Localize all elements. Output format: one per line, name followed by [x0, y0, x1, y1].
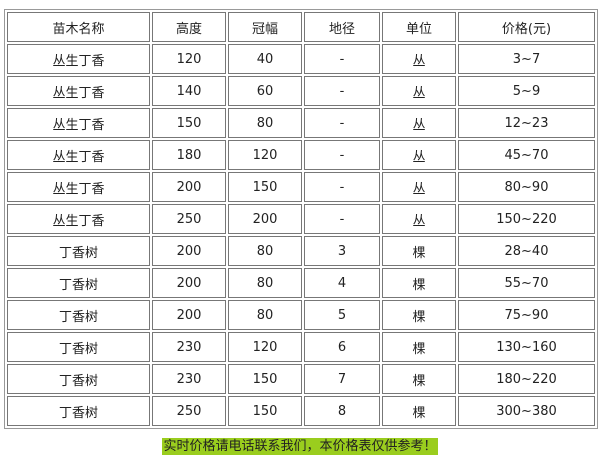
table-cell: 丛 — [382, 204, 456, 234]
table-cell: 丛 — [382, 108, 456, 138]
table-cell: 棵 — [382, 332, 456, 362]
table-cell: 冠幅 — [228, 12, 302, 42]
table-cell: 150~220 — [458, 204, 595, 234]
table-cell: 230 — [152, 332, 226, 362]
table-cell: 200 — [152, 268, 226, 298]
table-cell: 7 — [304, 364, 380, 394]
table-cell: 6 — [304, 332, 380, 362]
table-cell: 棵 — [382, 268, 456, 298]
table-cell: 丛生丁香 — [7, 108, 150, 138]
price-note-text: 实时价格请电话联系我们，本价格表仅供参考！ — [162, 438, 438, 455]
table-cell: 150 — [228, 172, 302, 202]
table-cell: 8 — [304, 396, 380, 426]
table-cell: 75~90 — [458, 300, 595, 330]
table-cell: 28~40 — [458, 236, 595, 266]
table-cell: - — [304, 108, 380, 138]
table-cell: 200 — [152, 300, 226, 330]
table-cell: - — [304, 172, 380, 202]
table-cell: 3 — [304, 236, 380, 266]
table-cell: 80 — [228, 108, 302, 138]
table-cell: 棵 — [382, 364, 456, 394]
table-row: 丛生丁香 250 200- 丛 150~220 — [7, 204, 595, 234]
table-cell: 丛 — [382, 140, 456, 170]
table-row: 丛生丁香 200 150- 丛 80~90 — [7, 172, 595, 202]
table-cell: 150 — [228, 396, 302, 426]
table-cell: 价格(元) — [458, 12, 595, 42]
table-cell: 丛生丁香 — [7, 76, 150, 106]
table-cell: 200 — [152, 236, 226, 266]
table-cell: 丁香树 — [7, 300, 150, 330]
table-cell: 棵 — [382, 396, 456, 426]
table-cell: - — [304, 140, 380, 170]
table-cell: 120 — [152, 44, 226, 74]
table-cell: 丛 — [382, 76, 456, 106]
table-cell: 200 — [152, 172, 226, 202]
table-row: 丁香树 200 80 5 棵 75~90 — [7, 300, 595, 330]
price-table: 苗木名称 高度 冠幅 地径 单位 价格(元) 丛生丁香 120 40- 丛 3~7 丛生丁香 140 60… — [5, 10, 597, 428]
table-cell: 230 — [152, 364, 226, 394]
table-row: 丁香树 250 150 8 棵 300~380 — [7, 396, 595, 426]
table-cell: 地径 — [304, 12, 380, 42]
table-cell: 45~70 — [458, 140, 595, 170]
table-cell: 5~9 — [458, 76, 595, 106]
price-note: 实时价格请电话联系我们，本价格表仅供参考！ — [0, 435, 600, 455]
table-cell: 丛 — [382, 172, 456, 202]
table-cell: 4 — [304, 268, 380, 298]
table-cell: 高度 — [152, 12, 226, 42]
table-cell: 60 — [228, 76, 302, 106]
table-cell: 180 — [152, 140, 226, 170]
table-cell: 丁香树 — [7, 332, 150, 362]
table-cell: 250 — [152, 396, 226, 426]
table-cell: 150 — [152, 108, 226, 138]
table-cell: 棵 — [382, 236, 456, 266]
table-cell: 3~7 — [458, 44, 595, 74]
table-cell: 40 — [228, 44, 302, 74]
table-cell: 丁香树 — [7, 236, 150, 266]
table-row: 丁香树 200 80 3 棵 28~40 — [7, 236, 595, 266]
table-cell: 300~380 — [458, 396, 595, 426]
table-cell: 180~220 — [458, 364, 595, 394]
table-cell: 5 — [304, 300, 380, 330]
table-cell: 棵 — [382, 300, 456, 330]
table-cell: 130~160 — [458, 332, 595, 362]
table-cell: 丛生丁香 — [7, 204, 150, 234]
table-cell: 120 — [228, 332, 302, 362]
table-row: 丛生丁香 120 40- 丛 3~7 — [7, 44, 595, 74]
table-cell: 250 — [152, 204, 226, 234]
table-cell: 丁香树 — [7, 396, 150, 426]
table-cell: 120 — [228, 140, 302, 170]
table-cell: 丛生丁香 — [7, 44, 150, 74]
table-cell: 150 — [228, 364, 302, 394]
table-row: 丁香树 230 150 7 棵 180~220 — [7, 364, 595, 394]
table-cell: 丛生丁香 — [7, 172, 150, 202]
table-cell: 80 — [228, 236, 302, 266]
table-cell: - — [304, 204, 380, 234]
table-cell: 丛 — [382, 44, 456, 74]
table-cell: - — [304, 76, 380, 106]
table-cell: 单位 — [382, 12, 456, 42]
price-table-frame: 苗木名称 高度 冠幅 地径 单位 价格(元) 丛生丁香 120 40- 丛 3~7 丛生丁香 140 60… — [4, 9, 598, 429]
table-cell: 80 — [228, 300, 302, 330]
table-row: 丁香树 230 120 6 棵 130~160 — [7, 332, 595, 362]
table-row: 丛生丁香 180 120- 丛 45~70 — [7, 140, 595, 170]
table-cell: 苗木名称 — [7, 12, 150, 42]
table-row: 丁香树 200 80 4 棵 55~70 — [7, 268, 595, 298]
table-cell: 80 — [228, 268, 302, 298]
table-cell: 丛生丁香 — [7, 140, 150, 170]
table-cell: 丁香树 — [7, 364, 150, 394]
table-cell: 丁香树 — [7, 268, 150, 298]
table-cell: 140 — [152, 76, 226, 106]
table-row: 丛生丁香 140 60- 丛 5~9 — [7, 76, 595, 106]
table-cell: 200 — [228, 204, 302, 234]
table-cell: - — [304, 44, 380, 74]
table-header-row: 苗木名称 高度 冠幅 地径 单位 价格(元) — [7, 12, 595, 42]
table-cell: 12~23 — [458, 108, 595, 138]
table-cell: 80~90 — [458, 172, 595, 202]
table-cell: 55~70 — [458, 268, 595, 298]
table-row: 丛生丁香 150 80- 丛 12~23 — [7, 108, 595, 138]
